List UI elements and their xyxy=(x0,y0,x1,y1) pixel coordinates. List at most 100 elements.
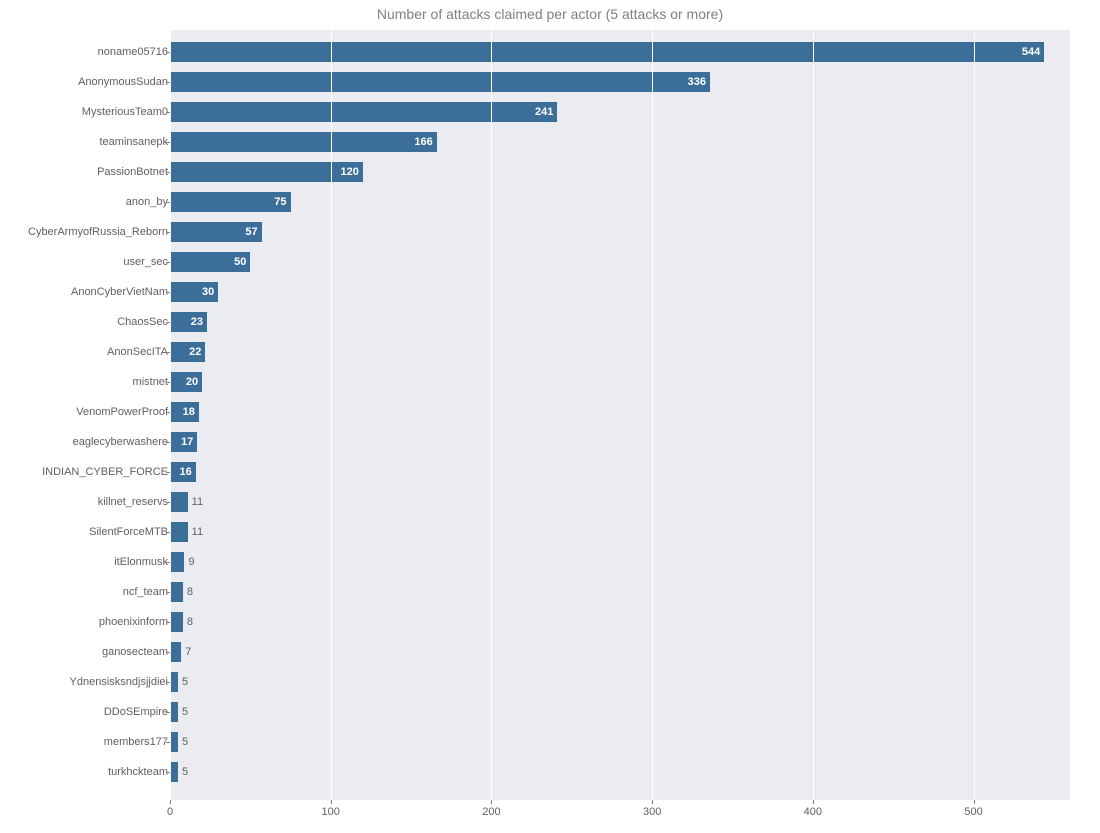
actor-name: mistnet xyxy=(133,376,168,388)
actor-name: AnonymousSudan xyxy=(78,76,168,88)
actor-name: VenomPowerProof xyxy=(76,406,168,418)
x-axis-label: 400 xyxy=(804,806,822,818)
actor-name: itElonmusk xyxy=(114,556,168,568)
y-axis-label: mistnet xyxy=(133,372,168,392)
actor-name: ganosecteam xyxy=(102,646,168,658)
bar-value: 18 xyxy=(183,402,195,422)
chart-title: Number of attacks claimed per actor (5 a… xyxy=(0,6,1100,22)
actor-name: DDoSEmpire xyxy=(104,706,168,718)
bar: 8 xyxy=(170,582,183,602)
y-axis-label: CyberArmyofRussia_Reborn xyxy=(28,222,168,242)
bar-value: 23 xyxy=(191,312,203,332)
actor-name: PassionBotnet xyxy=(97,166,168,178)
y-axis-label: ncf_team xyxy=(123,582,168,602)
actor-name: SilentForceMTB xyxy=(89,526,168,538)
x-axis-label: 200 xyxy=(482,806,500,818)
bar-value: 336 xyxy=(688,72,706,92)
y-axis-label: members177 xyxy=(104,732,168,752)
y-axis-label: MysteriousTeam0 xyxy=(82,102,168,122)
bar: 11 xyxy=(170,492,188,512)
actor-name: user_sec xyxy=(123,256,168,268)
gridline xyxy=(331,30,332,800)
bar: 5 xyxy=(170,762,178,782)
bar-value: 8 xyxy=(187,582,193,602)
y-axis-label: ChaosSec xyxy=(117,312,168,332)
x-axis-label: 300 xyxy=(643,806,661,818)
bar-value: 166 xyxy=(414,132,432,152)
x-axis-label: 100 xyxy=(322,806,340,818)
y-axis-label: anon_by xyxy=(126,192,168,212)
x-tick xyxy=(974,800,975,804)
plot-area: 544noname05716336AnonymousSudan241Myster… xyxy=(170,30,1070,800)
bar: 5 xyxy=(170,702,178,722)
y-axis-label: SilentForceMTB xyxy=(89,522,168,542)
bar: 18 xyxy=(170,402,199,422)
bar: 11 xyxy=(170,522,188,542)
y-axis-label: VenomPowerProof xyxy=(76,402,168,422)
gridline xyxy=(813,30,814,800)
bar: 20 xyxy=(170,372,202,392)
y-axis-label: AnonCyberVietNam xyxy=(71,282,168,302)
bar: 7 xyxy=(170,642,181,662)
actor-name: noname05716 xyxy=(98,46,168,58)
bar: 30 xyxy=(170,282,218,302)
gridline xyxy=(491,30,492,800)
actor-name: turkhckteam xyxy=(108,766,168,778)
y-axis-label: ganosecteam xyxy=(102,642,168,662)
y-axis-label: AnonymousSudan xyxy=(78,72,168,92)
bar-value: 5 xyxy=(182,732,188,752)
y-axis-label: eaglecyberwashere xyxy=(73,432,168,452)
bar: 23 xyxy=(170,312,207,332)
y-axis-label: INDIAN_CYBER_FORCE xyxy=(42,462,168,482)
y-axis-label: killnet_reservs xyxy=(98,492,168,512)
bar: 120 xyxy=(170,162,363,182)
bar: 50 xyxy=(170,252,250,272)
bar: 22 xyxy=(170,342,205,362)
bar-value: 5 xyxy=(182,672,188,692)
y-axis-label: itElonmusk xyxy=(114,552,168,572)
bar: 16 xyxy=(170,462,196,482)
bar-value: 7 xyxy=(185,642,191,662)
actor-name: killnet_reservs xyxy=(98,496,168,508)
y-axis-label: AnonSecITA xyxy=(107,342,168,362)
bar-value: 241 xyxy=(535,102,553,122)
actor-name: anon_by xyxy=(126,196,168,208)
bar-value: 75 xyxy=(274,192,286,212)
actor-name: Ydnensisksndjsjjdiei xyxy=(70,676,168,688)
bar-value: 16 xyxy=(179,462,191,482)
x-tick xyxy=(170,800,171,804)
y-axis-label: Ydnensisksndjsjjdiei xyxy=(70,672,168,692)
attacks-per-actor-chart: Number of attacks claimed per actor (5 a… xyxy=(0,0,1100,833)
bar: 336 xyxy=(170,72,710,92)
gridline xyxy=(652,30,653,800)
bar-value: 544 xyxy=(1022,42,1040,62)
actor-name: INDIAN_CYBER_FORCE xyxy=(42,466,168,478)
gridline xyxy=(974,30,975,800)
x-tick xyxy=(331,800,332,804)
actor-name: eaglecyberwashere xyxy=(73,436,168,448)
x-axis-label: 0 xyxy=(167,806,173,818)
bar-value: 50 xyxy=(234,252,246,272)
bar-value: 8 xyxy=(187,612,193,632)
gridline xyxy=(170,30,171,800)
bar-value: 17 xyxy=(181,432,193,452)
y-axis-label: PassionBotnet xyxy=(97,162,168,182)
bar: 57 xyxy=(170,222,262,242)
bar: 9 xyxy=(170,552,184,572)
y-axis-label: phoenixinform xyxy=(99,612,168,632)
x-axis-label: 500 xyxy=(964,806,982,818)
bar: 166 xyxy=(170,132,437,152)
y-axis-label: user_sec xyxy=(123,252,168,272)
x-axis: 0 100 200 300 400 500 xyxy=(170,800,1070,820)
bar-value: 20 xyxy=(186,372,198,392)
x-tick xyxy=(491,800,492,804)
bar-value: 5 xyxy=(182,762,188,782)
bar-value: 11 xyxy=(192,522,203,542)
bars-container: 544noname05716336AnonymousSudan241Myster… xyxy=(170,30,1070,800)
actor-name: members177 xyxy=(104,736,168,748)
bar-value: 9 xyxy=(188,552,194,572)
y-axis-label: turkhckteam xyxy=(108,762,168,782)
bar: 241 xyxy=(170,102,557,122)
bar: 17 xyxy=(170,432,197,452)
bar-value: 30 xyxy=(202,282,214,302)
